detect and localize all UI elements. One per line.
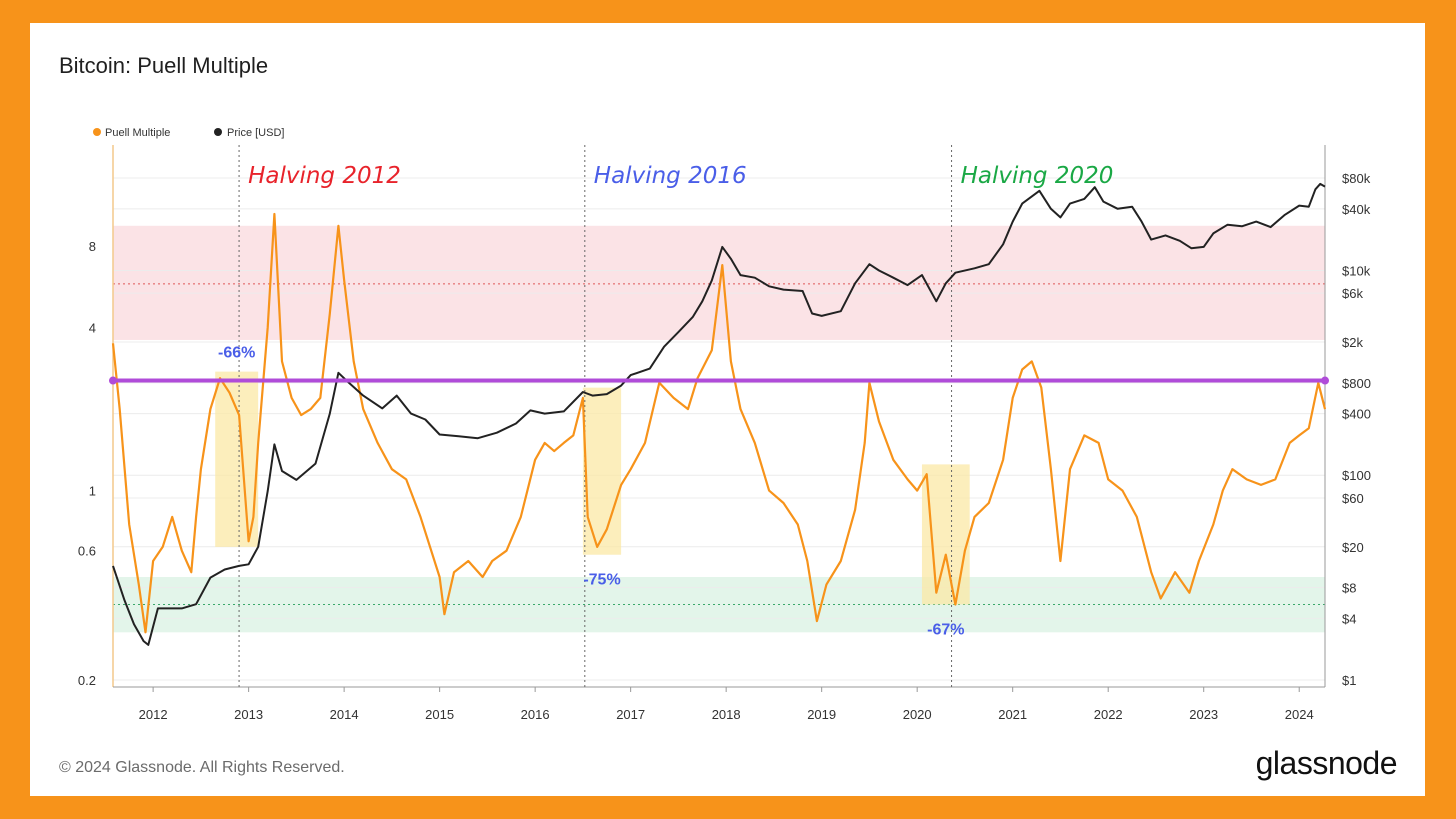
x-tick-label: 2023 — [1189, 707, 1218, 722]
y-right-tick-label: $8 — [1342, 581, 1356, 596]
legend-price-marker — [214, 128, 222, 136]
legend-puell-marker — [93, 128, 101, 136]
x-tick-label: 2016 — [521, 707, 550, 722]
x-tick-label: 2021 — [998, 707, 1027, 722]
chart-card: Bitcoin: Puell Multiple © 2024 Glassnode… — [30, 23, 1425, 796]
y-right-tick-label: $400 — [1342, 407, 1371, 422]
threshold-handle-left — [109, 376, 117, 385]
x-tick-label: 2012 — [139, 707, 168, 722]
y-left-tick-label: 4 — [89, 321, 96, 336]
y-right-tick-label: $1 — [1342, 673, 1356, 688]
y-left-tick-label: 8 — [89, 239, 96, 254]
y-right-tick-label: $60 — [1342, 491, 1364, 506]
x-tick-label: 2022 — [1094, 707, 1123, 722]
drawdown-label: -66% — [218, 345, 255, 362]
x-tick-label: 2013 — [234, 707, 263, 722]
y-right-tick-label: $100 — [1342, 468, 1371, 483]
x-tick-label: 2018 — [712, 707, 741, 722]
y-right-tick-label: $800 — [1342, 376, 1371, 391]
halving-label: Halving 2016 — [594, 163, 747, 189]
x-tick-label: 2024 — [1285, 707, 1314, 722]
x-tick-label: 2019 — [807, 707, 836, 722]
x-tick-label: 2015 — [425, 707, 454, 722]
legend-puell-label: Puell Multiple — [105, 127, 170, 139]
puell-multiple-line — [111, 212, 1327, 634]
x-tick-label: 2014 — [330, 707, 359, 722]
price-line — [112, 182, 1326, 646]
y-left-tick-label: 0.6 — [78, 544, 96, 559]
y-right-tick-label: $80k — [1342, 171, 1371, 186]
drawdown-label: -75% — [583, 572, 620, 589]
drawdown-box — [582, 387, 622, 555]
drawdown-box — [215, 371, 259, 547]
glassnode-logo: glassnode — [1255, 745, 1398, 781]
x-tick-label: 2017 — [616, 707, 645, 722]
halving-label: Halving 2020 — [961, 163, 1114, 189]
y-right-tick-label: $6k — [1342, 286, 1363, 301]
halving-label: Halving 2012 — [248, 163, 401, 189]
copyright-footer: © 2024 Glassnode. All Rights Reserved. — [59, 759, 345, 776]
y-right-tick-label: $10k — [1342, 263, 1371, 278]
chart-title: Bitcoin: Puell Multiple — [59, 53, 269, 78]
y-left-tick-label: 1 — [89, 484, 96, 499]
y-right-tick-label: $20 — [1342, 540, 1364, 555]
y-right-tick-label: $2k — [1342, 335, 1363, 350]
y-right-tick-label: $4 — [1342, 611, 1356, 626]
threshold-handle-right — [1321, 376, 1329, 385]
drawdown-label: -67% — [927, 621, 964, 638]
drawdown-box — [921, 464, 970, 605]
y-right-tick-label: $40k — [1342, 202, 1371, 217]
y-left-tick-label: 0.2 — [78, 673, 96, 688]
legend-price-label: Price [USD] — [227, 127, 284, 139]
x-tick-label: 2020 — [903, 707, 932, 722]
